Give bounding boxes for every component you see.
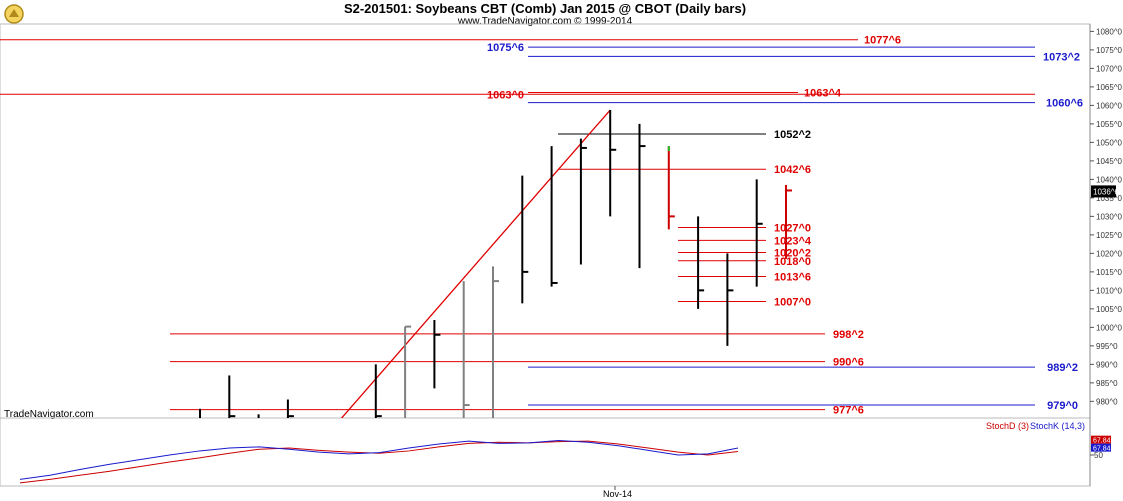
trendline — [340, 109, 611, 418]
y-tick-label-14: 1010^0 — [1096, 286, 1123, 295]
y-tick-label-2: 1070^0 — [1096, 64, 1123, 73]
y-tick-label-16: 1000^0 — [1096, 323, 1123, 332]
level-label-left-2: 1063^0 — [487, 89, 524, 101]
y-tick-label-13: 1015^0 — [1096, 268, 1123, 277]
level-label-right-6: 1020^2 — [774, 247, 811, 259]
trade-logo-icon — [4, 4, 24, 24]
stochd-label: StochD (3) — [986, 421, 1030, 431]
y-tick-label-18: 990^0 — [1096, 360, 1118, 369]
y-tick-label-7: 1045^0 — [1096, 157, 1123, 166]
y-tick-label-6: 1050^0 — [1096, 138, 1123, 147]
y-tick-label-5: 1055^0 — [1096, 120, 1123, 129]
price-bars — [199, 110, 792, 418]
level-label-right-5: 1023^4 — [774, 235, 812, 247]
y-tick-label-9: 1035^0 — [1096, 194, 1123, 203]
x-axis-month-label: Nov-14 — [603, 489, 633, 499]
stochd-value: 67.84 — [1093, 438, 1111, 445]
chart-subtitle: www.TradeNavigator.com © 1999-2014 — [457, 16, 633, 27]
level-label-left-1: 1075^6 — [487, 42, 524, 54]
level-label-left-0: 1077^6 — [864, 35, 901, 47]
level-label-right-7: 1018^0 — [774, 256, 811, 268]
stochk-value: 67.84 — [1093, 446, 1111, 453]
chart-title: S2-201501: Soybeans CBT (Comb) Jan 2015 … — [343, 1, 747, 16]
y-tick-label-17: 995^0 — [1096, 342, 1118, 351]
y-tick-label-1: 1075^0 — [1096, 46, 1123, 55]
stochk-line — [19, 439, 739, 480]
level-label-left-5: 990^6 — [833, 357, 864, 369]
y-tick-label-11: 1025^0 — [1096, 231, 1123, 240]
y-tick-label-4: 1060^0 — [1096, 101, 1123, 110]
y-tick-label-15: 1005^0 — [1096, 305, 1123, 314]
level-label-right-8: 1013^6 — [774, 271, 811, 283]
y-tick-label-0: 1080^0 — [1096, 27, 1123, 36]
level-label-left-6: 977^6 — [833, 405, 864, 417]
stochk-value-box — [1091, 443, 1111, 452]
stochk-label: StochK (14,3) — [1030, 421, 1086, 431]
stoch-level-label: 50 — [1094, 451, 1103, 460]
level-label-right-9: 1007^0 — [774, 296, 811, 308]
stochd-value-box — [1091, 435, 1111, 444]
level-label-right-3: 1042^6 — [774, 164, 811, 176]
level-label-right-0: 1073^2 — [1043, 51, 1080, 63]
level-label-right-1: 1060^6 — [1046, 98, 1083, 110]
level-label-right-11: 979^0 — [1047, 400, 1078, 412]
y-tick-label-12: 1020^0 — [1096, 249, 1123, 258]
level-label-right-10: 989^2 — [1047, 362, 1078, 374]
level-label-left-3: 1063^4 — [804, 87, 842, 99]
last-price-label: 1036^6 — [1093, 187, 1120, 196]
stochd-line — [19, 440, 739, 484]
y-tick-label-3: 1065^0 — [1096, 83, 1123, 92]
brand-label: TradeNavigator.com — [4, 409, 94, 420]
y-tick-label-10: 1030^0 — [1096, 212, 1123, 221]
y-tick-label-19: 985^0 — [1096, 379, 1118, 388]
level-label-right-4: 1027^0 — [774, 222, 811, 234]
level-label-right-2: 1052^2 — [774, 129, 811, 141]
y-tick-label-8: 1040^0 — [1096, 175, 1123, 184]
price-levels — [0, 39, 1035, 411]
trendline-group — [340, 109, 611, 418]
level-label-left-4: 998^2 — [833, 329, 864, 341]
y-axis: 1080^0 1075^0 1070^0 1065^0 1060^0 1055^0 1050… — [1090, 27, 1123, 406]
y-tick-label-20: 980^0 — [1096, 397, 1118, 406]
last-price-box — [1091, 185, 1116, 198]
